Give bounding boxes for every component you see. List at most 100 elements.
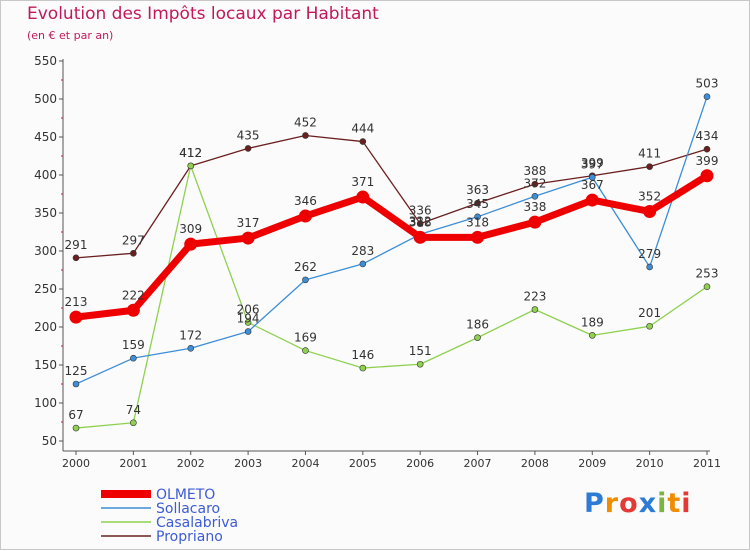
x-tick-label: 2009: [578, 457, 606, 470]
data-point-propriano: [244, 145, 252, 152]
y-tick-label: 400: [34, 168, 57, 182]
data-label-casalabriva: 189: [581, 315, 604, 329]
data-label-olmeto: 371: [351, 175, 374, 189]
x-tick-label: 2007: [464, 457, 492, 470]
data-point-propriano: [302, 132, 309, 139]
x-tick-label: 2010: [636, 457, 664, 470]
data-point-casalabriva: [416, 360, 424, 368]
data-label-sollacaro: 345: [466, 197, 489, 211]
data-point-casalabriva: [588, 332, 596, 339]
data-point-olmeto: [241, 231, 255, 245]
data-point-olmeto: [413, 230, 427, 244]
y-tick-label: 200: [34, 320, 57, 334]
data-label-casalabriva: 253: [696, 267, 719, 281]
series-line-casalabriva: [75, 165, 708, 429]
proxiti-logo: Proxiti: [584, 488, 692, 519]
data-label-olmeto: 222: [122, 288, 145, 302]
data-point-casalabriva: [646, 322, 653, 330]
data-label-casalabriva: 169: [294, 331, 317, 345]
data-point-propriano: [72, 254, 80, 262]
data-label-casalabriva: 74: [126, 403, 141, 417]
data-label-olmeto: 352: [638, 189, 661, 203]
data-label-olmeto: 318: [466, 215, 489, 229]
data-point-sollacaro: [474, 213, 481, 221]
data-label-propriano: 434: [696, 129, 719, 143]
data-point-olmeto: [643, 204, 657, 218]
data-point-sollacaro: [72, 380, 80, 388]
series-line-propriano: [75, 134, 708, 259]
data-point-sollacaro: [187, 344, 195, 352]
data-label-propriano: 452: [294, 115, 317, 129]
data-label-sollacaro: 194: [237, 312, 260, 326]
series-line-olmeto: [72, 172, 711, 321]
data-label-olmeto: 309: [179, 222, 202, 236]
data-point-casalabriva: [474, 334, 481, 341]
data-label-olmeto: 367: [581, 178, 604, 192]
data-point-propriano: [416, 220, 424, 227]
y-tick-label: 450: [34, 130, 57, 144]
data-label-sollacaro: 372: [523, 176, 546, 190]
data-point-propriano: [703, 145, 711, 153]
x-tick-label: 2000: [62, 457, 90, 470]
data-label-sollacaro: 503: [696, 77, 719, 91]
data-label-casalabriva: 201: [638, 306, 661, 320]
data-point-sollacaro: [130, 354, 137, 362]
data-point-sollacaro: [302, 276, 309, 284]
legend-label-sollacaro: Sollacaro: [156, 501, 220, 517]
data-point-olmeto: [184, 237, 198, 251]
data-label-casalabriva: 67: [68, 408, 83, 422]
data-label-sollacaro: 397: [581, 157, 604, 171]
x-tick-label: 2001: [119, 457, 147, 470]
data-point-casalabriva: [703, 283, 711, 291]
y-tick-label: 250: [34, 282, 57, 296]
chart-title: Evolution des Impôts locaux par Habitant: [27, 4, 379, 24]
data-point-casalabriva: [531, 306, 539, 313]
data-point-olmeto: [528, 215, 542, 229]
data-point-sollacaro: [646, 263, 653, 271]
data-label-casalabriva: 151: [409, 344, 432, 358]
data-label-sollacaro: 279: [638, 247, 661, 261]
data-point-propriano: [531, 180, 539, 188]
data-point-olmeto: [585, 193, 599, 207]
x-tick-label: 2003: [234, 457, 262, 470]
x-tick-label: 2006: [406, 457, 434, 470]
data-label-sollacaro: 283: [351, 244, 374, 258]
data-label-propriano: 412: [179, 146, 202, 160]
data-label-casalabriva: 223: [523, 290, 546, 304]
data-label-olmeto: 338: [523, 200, 546, 214]
data-label-casalabriva: 146: [351, 348, 374, 362]
data-label-propriano: 291: [65, 238, 88, 252]
data-label-olmeto: 213: [65, 295, 88, 309]
data-point-olmeto: [298, 209, 312, 223]
y-tick-label: 300: [34, 244, 57, 258]
y-tick-label: 50: [42, 434, 57, 448]
x-tick-label: 2011: [693, 457, 721, 470]
data-label-casalabriva: 206: [237, 302, 260, 316]
data-label-casalabriva: 186: [466, 318, 489, 332]
data-point-sollacaro: [703, 93, 711, 101]
data-label-sollacaro: 125: [65, 364, 88, 378]
data-point-sollacaro: [359, 260, 367, 268]
series-line-sollacaro: [75, 96, 708, 385]
data-point-propriano: [130, 249, 137, 257]
data-point-olmeto: [471, 230, 485, 244]
data-point-casalabriva: [72, 424, 80, 432]
data-point-propriano: [646, 163, 653, 170]
data-label-olmeto: 399: [696, 154, 719, 168]
data-label-casalabriva: 412: [179, 146, 202, 160]
data-label-propriano: 388: [523, 164, 546, 178]
data-point-casalabriva: [302, 347, 309, 354]
data-point-olmeto: [356, 190, 370, 204]
data-point-casalabriva: [244, 319, 252, 326]
data-point-sollacaro: [588, 173, 596, 181]
data-label-olmeto: 317: [237, 216, 260, 230]
x-tick-label: 2002: [177, 457, 205, 470]
x-tick-label: 2004: [291, 457, 319, 470]
y-tick-label: 100: [34, 396, 57, 410]
x-tick-label: 2008: [521, 457, 549, 470]
data-label-sollacaro: 322: [409, 214, 432, 228]
data-point-casalabriva: [187, 162, 195, 170]
chart-subtitle: (en € et par an): [27, 29, 114, 42]
